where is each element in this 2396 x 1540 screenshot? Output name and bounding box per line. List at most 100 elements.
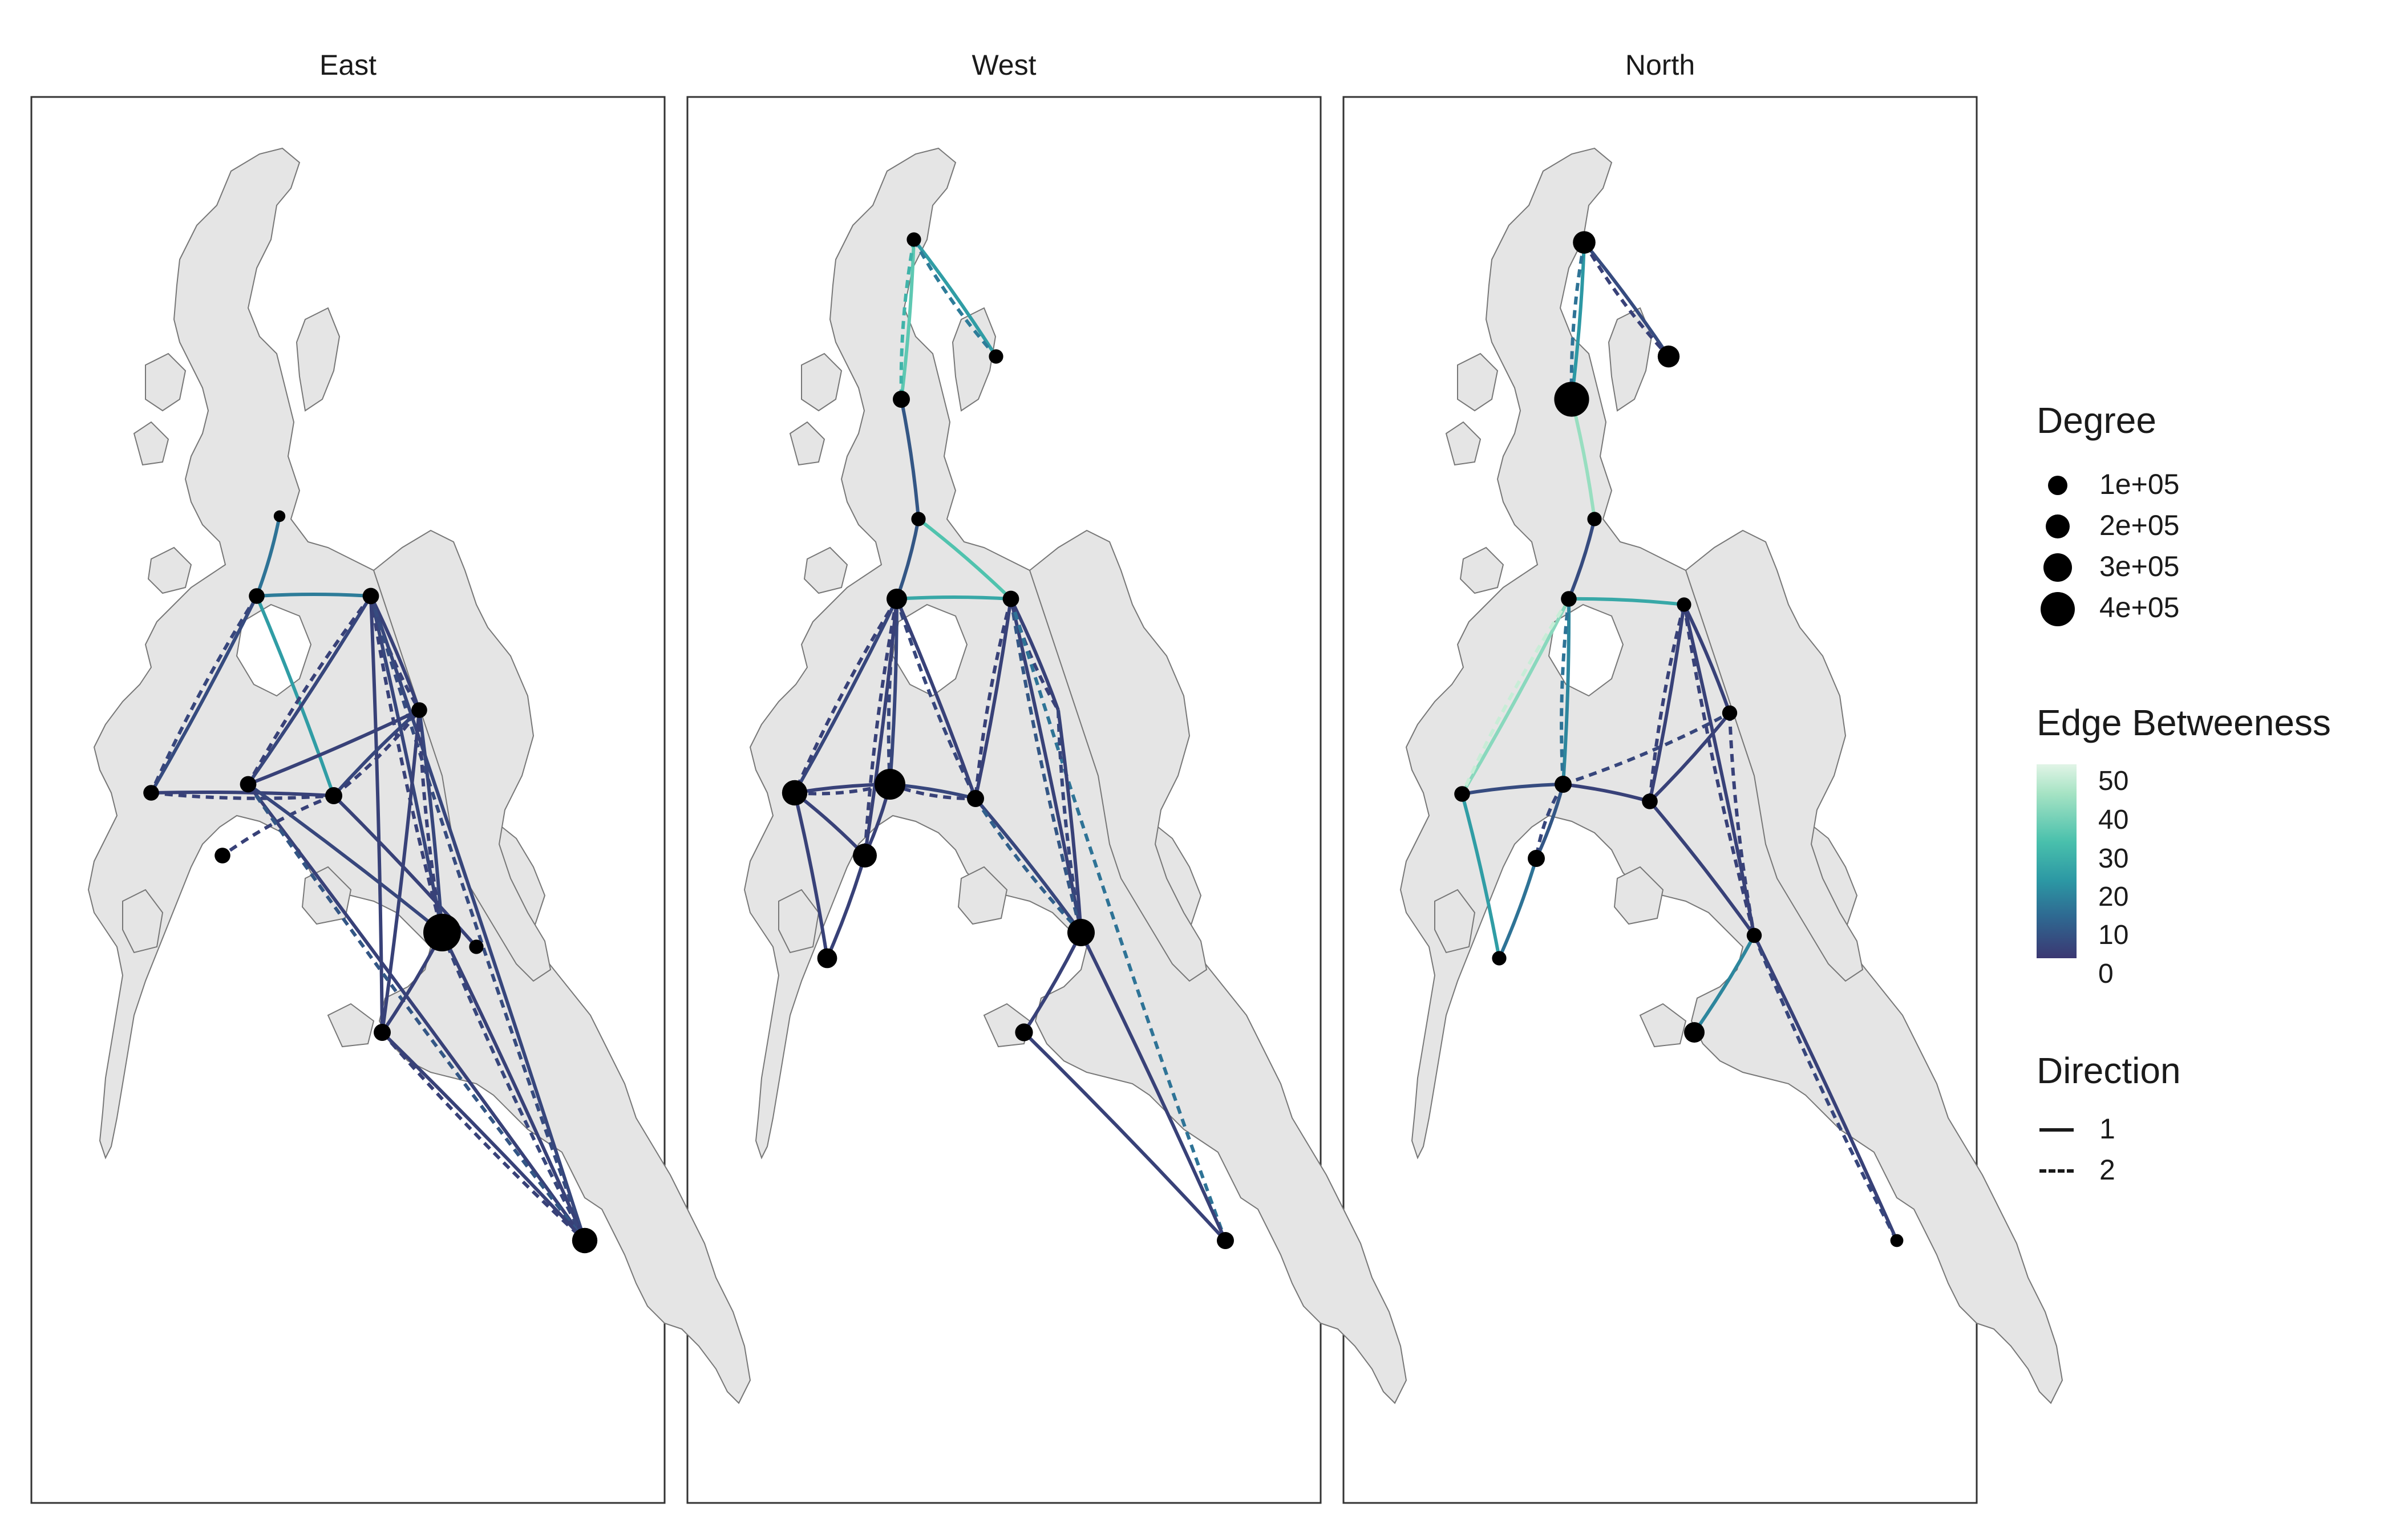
- legend-betweenness-title: Edge Betweeness: [2037, 702, 2331, 743]
- edge-n15-n17-dir2: [1753, 934, 1899, 1242]
- edge-n8-n9-dir1: [332, 708, 420, 797]
- edge-n2-n6b-dir1: [888, 598, 898, 785]
- legend-direction-label-1: 1: [2099, 1113, 2115, 1145]
- node-n8: [967, 790, 984, 807]
- edge-n5-n14-dir1: [793, 792, 829, 959]
- edge-n15-n17-dir1: [440, 931, 586, 1242]
- legend-betweenness-colorbar: [2037, 764, 2077, 958]
- edge-n4-n6-dir1: [1583, 241, 1670, 358]
- node-n13: [853, 844, 877, 868]
- edge-n3-n9-dir1: [369, 595, 421, 711]
- edge-n3-n8-dir1: [974, 598, 1013, 799]
- edge-n9w-n15-dir1: [1057, 710, 1083, 933]
- node-n0: [911, 512, 926, 526]
- edge-n0-n2-dir1: [1567, 518, 1596, 600]
- legend-degree-dot-2: [2046, 514, 2070, 538]
- edge-n9-n15-dir2: [418, 710, 444, 933]
- edge-n9-n12-dir1: [1648, 712, 1731, 803]
- edge-n4-n6-dir2: [1583, 241, 1670, 358]
- edge-n2-n8-dir1: [895, 598, 977, 800]
- edge-n2-n8-dir2: [895, 598, 977, 800]
- legend-direction-row-1: 1: [2037, 1112, 2208, 1146]
- legend-degree-dot-1: [2048, 476, 2067, 495]
- edge-n2-n3-dir1: [256, 593, 371, 598]
- edge-n3-n17-dir2: [369, 595, 586, 1242]
- edge-n4-n7-dir2: [899, 239, 916, 400]
- node-n12: [240, 776, 257, 793]
- legend-degree-label-3: 3e+05: [2099, 550, 2180, 582]
- node-n14: [1492, 951, 1507, 966]
- edge-n9-n15-dir1: [418, 710, 444, 933]
- edge-n2-n5-dir1: [149, 595, 258, 794]
- edge-n3-n16-dir1: [369, 595, 384, 1033]
- panel-title-east: East: [319, 49, 377, 81]
- legend-degree-row-1: 1e+05: [2037, 468, 2242, 502]
- edge-n2-n3-dir1: [1568, 597, 1685, 606]
- edge-n13-n14-dir1: [1498, 858, 1538, 959]
- edges-east: [149, 516, 586, 1242]
- node-n11: [469, 939, 484, 954]
- node-n1: [273, 510, 286, 522]
- nodes-east: [143, 510, 598, 1254]
- edge-n3-n8-dir2: [974, 598, 1013, 799]
- edge-n9-n16-dir1: [381, 710, 421, 1033]
- node-n4: [906, 232, 921, 247]
- node-n6: [989, 349, 1003, 364]
- panel-title-west: West: [972, 49, 1037, 81]
- edge-n3-n12-dir1: [1648, 604, 1686, 802]
- node-n12: [1642, 793, 1658, 809]
- edge-n2-n10-dir2: [1460, 598, 1571, 795]
- legend-degree-row-2: 2e+05: [2037, 509, 2242, 543]
- edge-n6b-n8-dir2: [889, 783, 976, 801]
- edge-n4-n6-dir1: [912, 238, 998, 358]
- legend-degree-dot-4: [2041, 592, 2075, 626]
- nodes-north: [1454, 231, 1904, 1247]
- edge-n3-n12-dir2: [246, 595, 373, 785]
- edge-n5-n8-dir1: [151, 790, 334, 797]
- edge-n3-n12-dir2: [1648, 604, 1686, 802]
- edge-n3-n15-dir1: [369, 595, 444, 933]
- edge-n12-n15-dir1: [1648, 800, 1756, 937]
- node-n3: [362, 587, 379, 605]
- node-n15: [423, 914, 461, 951]
- edge-n3-n15-dir2: [1009, 598, 1083, 933]
- edge-n3-n17-dir2: [1009, 598, 1227, 1242]
- edge-n16-n17-dir1: [1022, 1031, 1227, 1242]
- node-n14: [817, 948, 837, 968]
- node-n16: [1684, 1022, 1705, 1043]
- edge-n1-n2-dir1: [255, 516, 281, 597]
- edge-n7-n0-dir1: [900, 399, 920, 520]
- nodes-west: [782, 232, 1234, 1249]
- edge-n13-n14-dir1: [825, 855, 867, 959]
- edge-n15-n17-dir1: [1753, 934, 1899, 1242]
- node-n3: [1002, 590, 1019, 607]
- edge-n2-n5-dir2: [793, 598, 898, 794]
- node-n15: [1067, 919, 1095, 946]
- edge-n8-n9-dir2: [333, 709, 421, 797]
- edges-north: [1460, 241, 1899, 1242]
- edge-n3-n15-dir1: [1682, 604, 1756, 936]
- legend-direction-line-dashed: [2039, 1169, 2074, 1173]
- edge-n8-n15-dir1: [974, 797, 1083, 934]
- edge-n4-n6-dir2: [912, 238, 998, 358]
- edge-n9w-n15-dir2: [1057, 710, 1083, 933]
- node-n13: [1528, 850, 1545, 867]
- edge-n3-n17-dir1: [369, 595, 586, 1241]
- edge-n9-n12-dir1: [247, 708, 420, 786]
- legend-betweenness-tick-10: 10: [2098, 920, 2129, 950]
- node-n4: [1573, 231, 1596, 254]
- panel-map-east: [88, 148, 751, 1404]
- panel-map-north: [1400, 148, 2063, 1404]
- node-n8: [1555, 776, 1572, 793]
- node-n9: [411, 702, 427, 718]
- node-n3: [1677, 597, 1691, 612]
- legend-degree-label-1: 1e+05: [2099, 468, 2180, 500]
- edge-n3-n15-dir1: [1009, 598, 1083, 933]
- edge-n15-n16-dir1: [1022, 931, 1083, 1034]
- node-n9: [1722, 705, 1738, 721]
- legend-direction-row-2: 2: [2037, 1153, 2208, 1188]
- edge-n15-n17-dir2: [440, 931, 586, 1242]
- legend-betweenness-tick-40: 40: [2098, 805, 2129, 835]
- node-n16: [374, 1024, 391, 1041]
- edge-n2-n8-dir1: [1561, 598, 1571, 785]
